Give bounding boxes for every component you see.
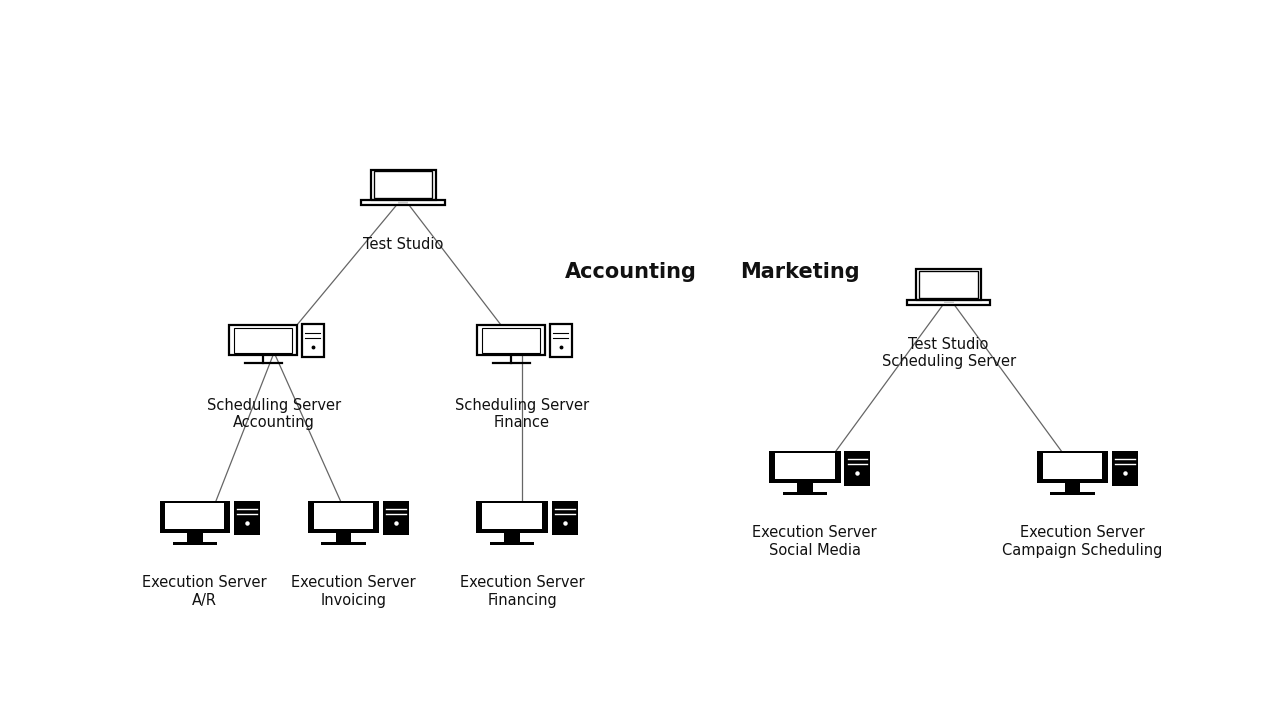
FancyBboxPatch shape	[776, 454, 835, 479]
FancyBboxPatch shape	[490, 541, 534, 544]
FancyBboxPatch shape	[335, 533, 352, 541]
FancyBboxPatch shape	[321, 541, 366, 544]
FancyBboxPatch shape	[361, 200, 444, 205]
FancyBboxPatch shape	[477, 325, 545, 355]
FancyBboxPatch shape	[943, 300, 954, 303]
Text: Test Studio: Test Studio	[362, 237, 443, 252]
FancyBboxPatch shape	[398, 201, 408, 204]
FancyBboxPatch shape	[1051, 492, 1094, 495]
FancyBboxPatch shape	[370, 169, 435, 200]
FancyBboxPatch shape	[797, 483, 813, 492]
FancyBboxPatch shape	[234, 328, 292, 353]
FancyBboxPatch shape	[504, 533, 520, 541]
FancyBboxPatch shape	[552, 500, 577, 536]
FancyBboxPatch shape	[483, 328, 540, 353]
Text: Execution Server
Financing: Execution Server Financing	[460, 575, 585, 608]
FancyBboxPatch shape	[782, 492, 827, 495]
FancyBboxPatch shape	[1065, 483, 1080, 492]
FancyBboxPatch shape	[307, 500, 379, 533]
FancyBboxPatch shape	[374, 171, 433, 198]
FancyBboxPatch shape	[229, 325, 297, 355]
Text: Execution Server
Campaign Scheduling: Execution Server Campaign Scheduling	[1002, 526, 1162, 558]
FancyBboxPatch shape	[383, 500, 410, 536]
FancyBboxPatch shape	[908, 300, 991, 305]
Text: Accounting: Accounting	[566, 262, 698, 282]
Text: Scheduling Server
Accounting: Scheduling Server Accounting	[207, 398, 342, 431]
FancyBboxPatch shape	[1112, 451, 1138, 485]
FancyBboxPatch shape	[302, 324, 324, 357]
FancyBboxPatch shape	[234, 500, 260, 536]
FancyBboxPatch shape	[916, 269, 982, 300]
FancyBboxPatch shape	[483, 503, 541, 528]
FancyBboxPatch shape	[187, 533, 202, 541]
Text: Test Studio
Scheduling Server: Test Studio Scheduling Server	[882, 337, 1016, 369]
Text: Marketing: Marketing	[740, 262, 860, 282]
Text: Execution Server
Invoicing: Execution Server Invoicing	[291, 575, 416, 608]
FancyBboxPatch shape	[476, 500, 548, 533]
FancyBboxPatch shape	[314, 503, 374, 528]
FancyBboxPatch shape	[550, 324, 572, 357]
Text: Execution Server
Social Media: Execution Server Social Media	[753, 526, 877, 558]
Text: Execution Server
A/R: Execution Server A/R	[142, 575, 268, 608]
FancyBboxPatch shape	[1043, 454, 1102, 479]
FancyBboxPatch shape	[769, 451, 841, 483]
FancyBboxPatch shape	[159, 500, 230, 533]
FancyBboxPatch shape	[919, 271, 978, 298]
FancyBboxPatch shape	[845, 451, 870, 485]
Text: Scheduling Server
Finance: Scheduling Server Finance	[454, 398, 589, 431]
FancyBboxPatch shape	[173, 541, 216, 544]
FancyBboxPatch shape	[165, 503, 224, 528]
FancyBboxPatch shape	[1037, 451, 1108, 483]
